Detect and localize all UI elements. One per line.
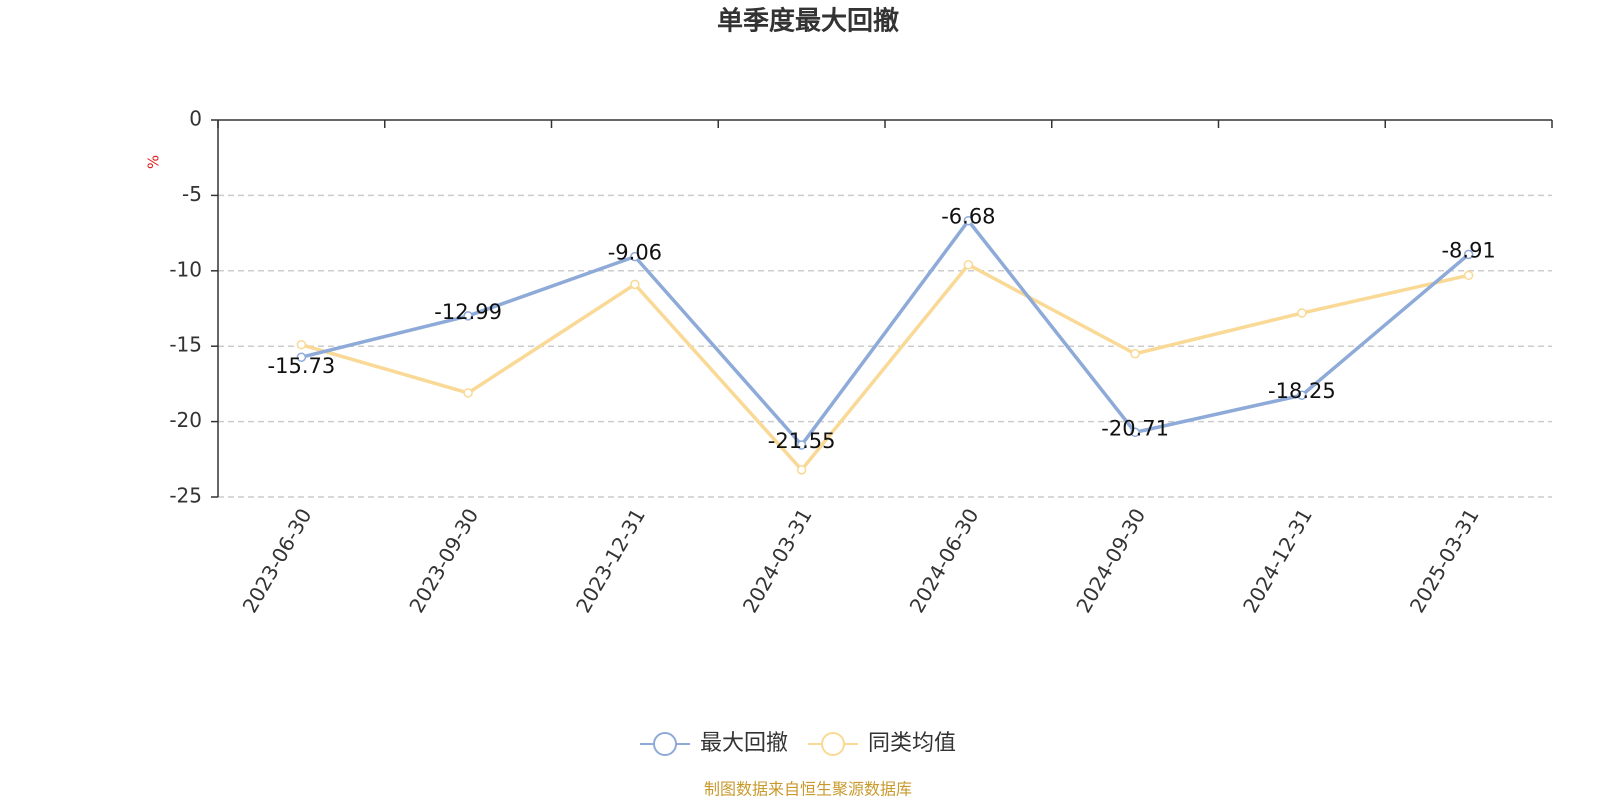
series-line — [300, 262, 1470, 473]
y-tick-label: 0 — [189, 107, 202, 131]
legend-marker — [821, 732, 846, 756]
y-tick-label: -15 — [169, 333, 202, 357]
data-label: -20.71 — [1101, 416, 1169, 440]
legend-marker — [653, 732, 677, 756]
data-label: -21.55 — [768, 429, 836, 453]
data-point — [463, 388, 473, 398]
data-point — [1130, 348, 1140, 359]
legend-label: 同类均值 — [868, 731, 956, 756]
x-tick-label: 2025-03-31 — [1405, 504, 1484, 617]
y-tick-label: -25 — [169, 484, 202, 508]
data-point — [963, 260, 974, 270]
x-tick-label: 2024-03-31 — [738, 504, 817, 617]
data-point — [1463, 249, 1474, 260]
data-point — [963, 215, 974, 226]
source-note: 制图数据来自恒生聚源数据库 — [704, 780, 912, 799]
data-point — [796, 440, 807, 450]
data-label: -18.25 — [1268, 379, 1336, 403]
data-label: -15.73 — [268, 354, 336, 378]
data-point — [296, 352, 307, 362]
chart-title: 单季度最大回撤 — [717, 6, 899, 37]
data-point — [796, 465, 807, 475]
x-tick-label: 2023-06-30 — [238, 504, 317, 617]
y-tick-label: -20 — [169, 408, 202, 432]
data-point — [1297, 308, 1307, 318]
data-point — [1297, 390, 1307, 400]
data-point — [1463, 270, 1474, 281]
data-label: -8.91 — [1441, 238, 1495, 262]
x-tick-label: 2024-06-30 — [905, 504, 984, 617]
x-tick-label: 2024-12-31 — [1238, 504, 1317, 617]
data-point — [296, 339, 307, 350]
data-label: -6.68 — [941, 205, 995, 229]
y-tick-label: -5 — [182, 182, 202, 206]
x-tick-label: 2023-09-30 — [404, 504, 483, 617]
data-point — [630, 251, 640, 262]
y-axis-label: % — [145, 155, 163, 169]
series-line — [300, 217, 1470, 448]
data-point — [630, 279, 640, 290]
x-tick-label: 2024-09-30 — [1071, 504, 1150, 617]
data-label: -9.06 — [608, 241, 662, 265]
data-point — [1130, 427, 1140, 438]
data-label: -12.99 — [434, 300, 502, 324]
legend-label: 最大回撤 — [700, 731, 788, 756]
y-tick-label: -10 — [169, 257, 202, 281]
data-point — [463, 311, 473, 321]
x-tick-label: 2023-12-31 — [571, 504, 650, 617]
